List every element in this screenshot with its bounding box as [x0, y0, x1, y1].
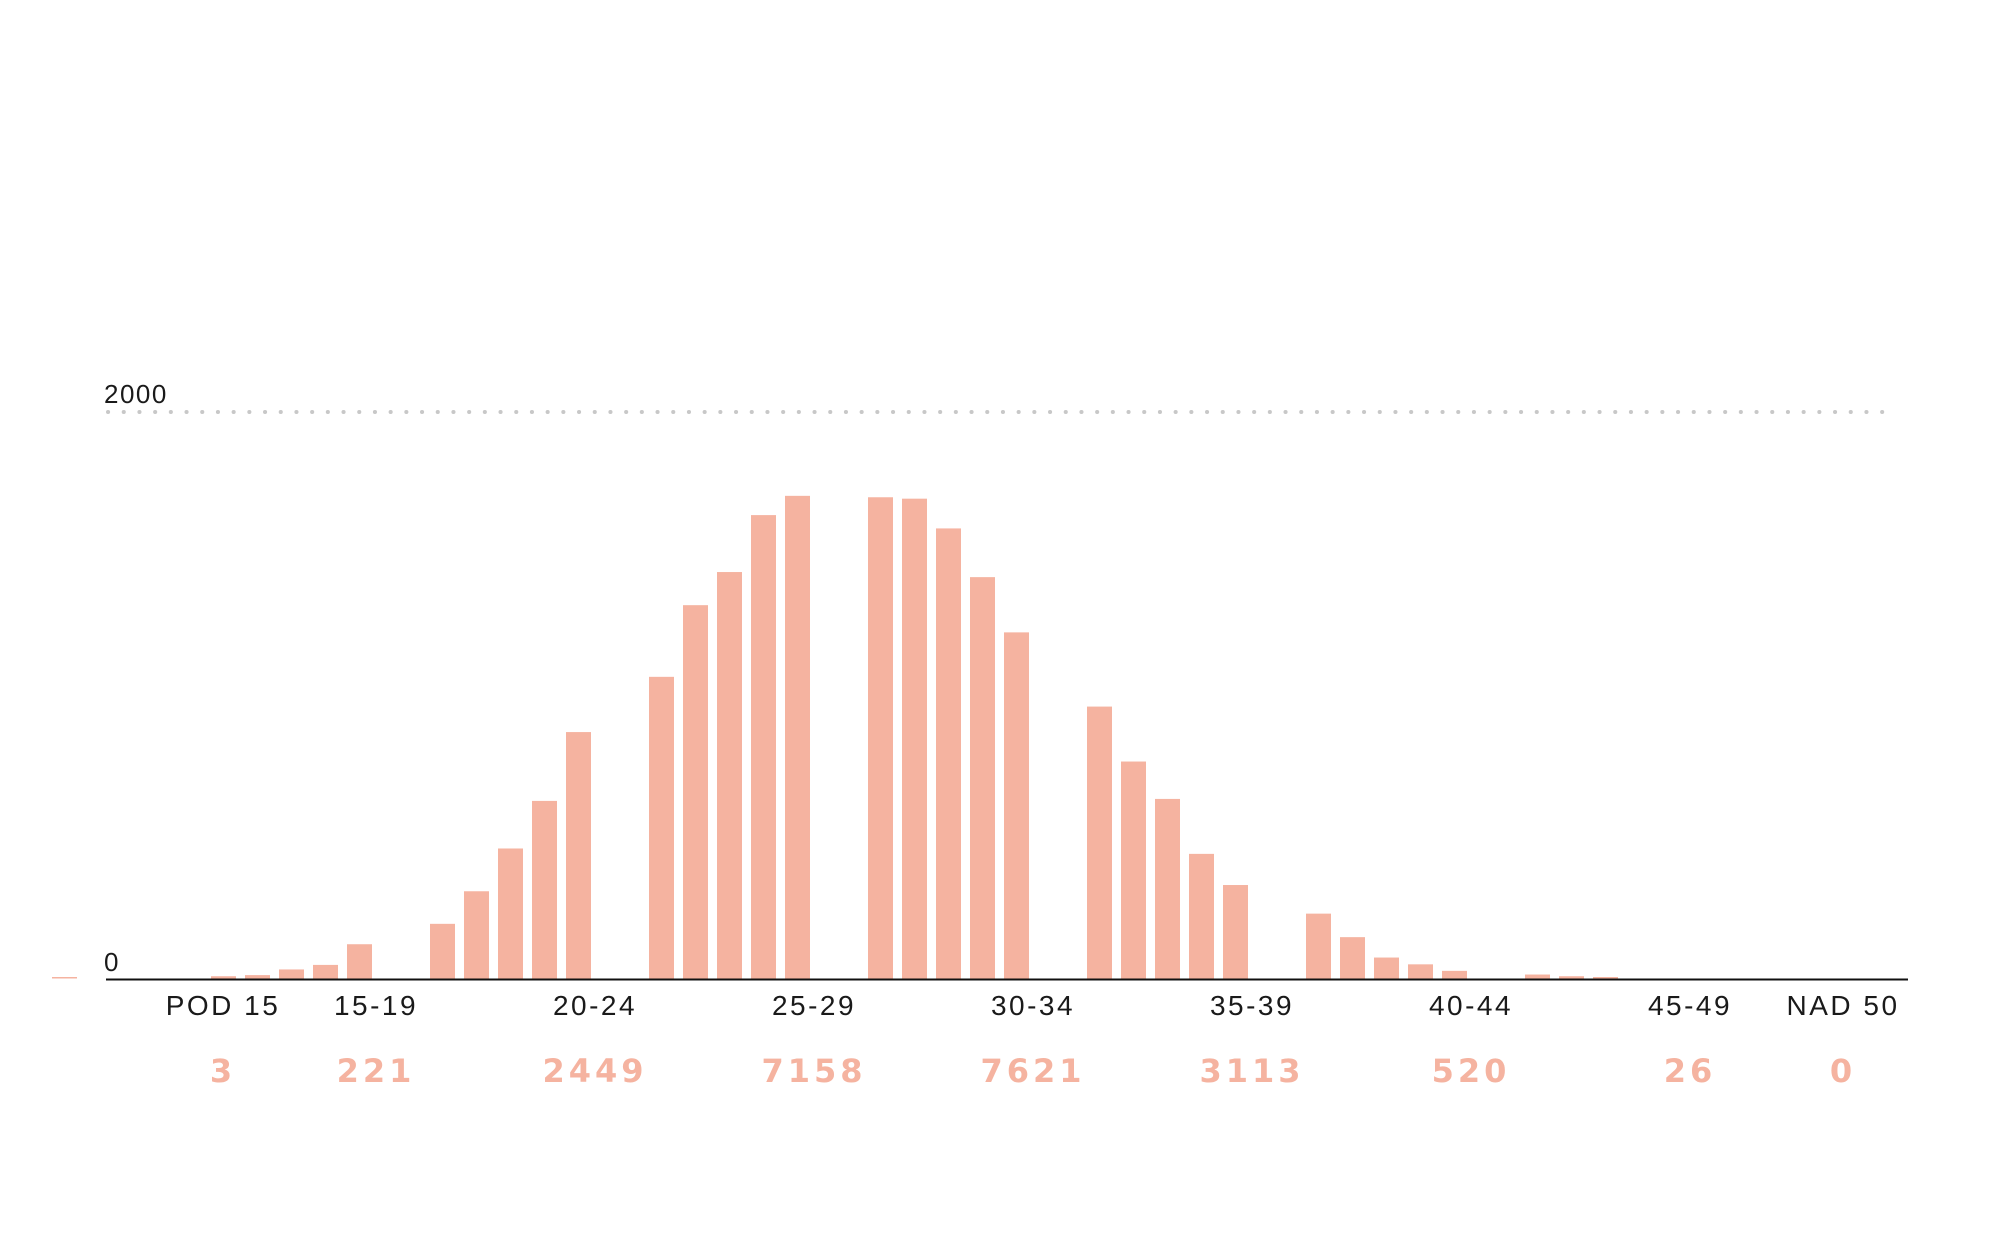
- bar-20-24-2: [464, 891, 489, 979]
- bar-30-34-5: [1004, 632, 1029, 979]
- group-label-pod-15: POD 15: [166, 990, 281, 1021]
- bar-35-39-4: [1189, 853, 1214, 979]
- bar-40-44-4: [1408, 964, 1433, 979]
- bar-35-39-2: [1121, 761, 1146, 979]
- bar-25-29-5: [785, 495, 810, 979]
- bar-20-24-4: [532, 800, 557, 979]
- group-total-30-34: 7621: [980, 1052, 1085, 1090]
- group-label-20-24: 20-24: [553, 990, 637, 1021]
- bar-20-24-1: [430, 923, 455, 979]
- group-total-pod-15: 3: [210, 1052, 236, 1090]
- bar-15-19-5: [347, 944, 372, 979]
- group-total-35-39: 3113: [1199, 1052, 1304, 1090]
- bar-25-29-3: [717, 572, 742, 979]
- group-label-40-44: 40-44: [1429, 990, 1513, 1021]
- group-labels-layer: POD 15 3 15-19 221 20-24 2449 25-29 7158 30-34 76…: [166, 990, 1899, 1090]
- group-label-25-29: 25-29: [772, 990, 856, 1021]
- group-total-40-44: 520: [1432, 1052, 1511, 1090]
- bar-30-34-1: [868, 497, 893, 979]
- group-label-15-19: 15-19: [334, 990, 418, 1021]
- bar-35-39-1: [1087, 706, 1112, 979]
- bar-pod-15-3: [52, 977, 77, 979]
- group-total-20-24: 2449: [542, 1052, 647, 1090]
- group-label-nad-50: NAD 50: [1786, 990, 1899, 1021]
- bar-15-19-3: [279, 969, 304, 979]
- bar-20-24-3: [498, 848, 523, 979]
- group-label-45-49: 45-49: [1648, 990, 1732, 1021]
- bar-20-24-5: [566, 732, 591, 979]
- bar-45-49-3: [1593, 977, 1618, 979]
- bar-45-49-2: [1559, 976, 1584, 979]
- y-tick-label-bottom: 0: [104, 947, 120, 977]
- group-total-45-49: 26: [1664, 1052, 1717, 1090]
- group-total-nad-50: 0: [1830, 1052, 1856, 1090]
- bar-40-44-1: [1306, 913, 1331, 979]
- y-tick-label-top: 2000: [104, 379, 168, 409]
- bar-35-39-5: [1223, 885, 1248, 979]
- group-label-35-39: 35-39: [1210, 990, 1294, 1021]
- bar-40-44-2: [1340, 937, 1365, 979]
- bar-25-29-4: [751, 515, 776, 979]
- bar-15-19-2: [245, 975, 270, 979]
- bar-25-29-1: [649, 676, 674, 979]
- group-total-15-19: 221: [337, 1052, 416, 1090]
- bar-40-44-5: [1442, 970, 1467, 979]
- bar-35-39-3: [1155, 798, 1180, 979]
- bar-30-34-2: [902, 498, 927, 979]
- bar-15-19-1: [211, 976, 236, 979]
- group-total-25-29: 7158: [761, 1052, 866, 1090]
- bar-45-49-1: [1525, 974, 1550, 979]
- group-label-30-34: 30-34: [991, 990, 1075, 1021]
- bars-layer: [52, 495, 1618, 979]
- bar-40-44-3: [1374, 957, 1399, 979]
- bar-30-34-4: [970, 577, 995, 979]
- bar-15-19-4: [313, 964, 338, 979]
- bar-25-29-2: [683, 605, 708, 979]
- bar-30-34-3: [936, 528, 961, 979]
